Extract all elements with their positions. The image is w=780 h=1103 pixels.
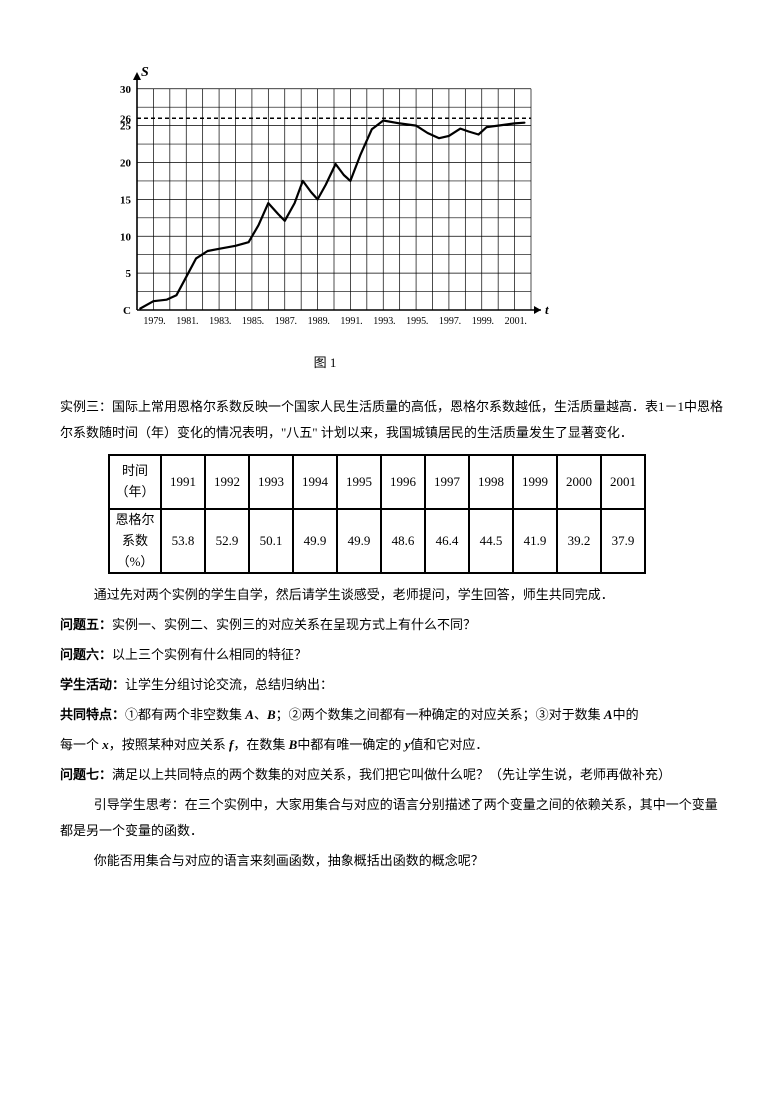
svg-text:C: C — [123, 305, 131, 317]
cl2a: 每一个 — [60, 737, 99, 752]
svg-text:1989: 1989 — [308, 316, 328, 327]
after-table-para: 通过先对两个实例的学生自学，然后请学生谈感受，老师提问，学生回答，师生共同完成． — [60, 582, 725, 608]
common-points-line2: 每一个 x，按照某种对应关系 f，在数集 B中都有唯一确定的 y值和它对应． — [60, 732, 725, 758]
common-p2: ；②两个数集之间都有一种确定的对应关系；③对于数集 — [276, 707, 601, 722]
q7-label: 问题七： — [60, 767, 112, 782]
table-cell: 1992 — [205, 455, 249, 509]
table-cell: 41.9 — [513, 509, 557, 573]
table-cell: 49.9 — [337, 509, 381, 573]
table-cell: 1995 — [337, 455, 381, 509]
table-cell: 53.8 — [161, 509, 205, 573]
table-cell: 2001 — [601, 455, 645, 509]
sep-ab: 、 — [254, 707, 267, 722]
svg-text:15: 15 — [120, 194, 132, 206]
table-cell: 46.4 — [425, 509, 469, 573]
svg-text:1999: 1999 — [472, 316, 492, 327]
var-B: B — [267, 707, 276, 722]
var-A2: A — [604, 707, 613, 722]
chart-svg: C51015202526301979.1981.1983.1985.1987.1… — [95, 60, 555, 340]
common-points-line1: 共同特点：①都有两个非空数集 A、B；②两个数集之间都有一种确定的对应关系；③对… — [60, 702, 725, 728]
svg-text:1991: 1991 — [340, 316, 360, 327]
var-B2: B — [289, 737, 298, 752]
svg-text:.: . — [360, 316, 363, 327]
table-cell: 1991 — [161, 455, 205, 509]
svg-text:.: . — [327, 316, 330, 327]
svg-text:.: . — [196, 316, 199, 327]
table-cell: 1993 — [249, 455, 293, 509]
svg-text:1993: 1993 — [373, 316, 393, 327]
q5-label: 问题五： — [60, 617, 112, 632]
cl2d: 中都有唯一确定的 — [297, 737, 401, 752]
example3-intro: 实例三：国际上常用恩格尔系数反映一个国家人民生活质量的高低，恩格尔系数越低，生活… — [60, 394, 725, 446]
svg-text:.: . — [393, 316, 396, 327]
cl2c: ，在数集 — [233, 737, 285, 752]
activity-text: 让学生分组讨论交流，总结归纳出： — [125, 677, 333, 692]
svg-text:.: . — [492, 316, 495, 327]
table-cell: 2000 — [557, 455, 601, 509]
svg-text:t: t — [545, 302, 549, 317]
table-cell: 49.9 — [293, 509, 337, 573]
svg-text:.: . — [229, 316, 232, 327]
svg-text:1985: 1985 — [242, 316, 262, 327]
svg-text:1983: 1983 — [209, 316, 229, 327]
svg-text:2001: 2001 — [505, 316, 525, 327]
svg-text:S: S — [141, 65, 149, 80]
guide-para: 引导学生思考：在三个实例中，大家用集合与对应的语言分别描述了两个变量之间的依赖关… — [60, 792, 725, 844]
common-p3: 中的 — [613, 707, 639, 722]
svg-text:1995: 1995 — [406, 316, 426, 327]
svg-text:5: 5 — [126, 268, 132, 280]
common-p1: ①都有两个非空数集 — [125, 707, 242, 722]
table-cell: 1997 — [425, 455, 469, 509]
svg-text:1979: 1979 — [143, 316, 163, 327]
table-cell: 44.5 — [469, 509, 513, 573]
chart-caption: 图 1 — [95, 350, 555, 376]
q5-text: 实例一、实例二、实例三的对应关系在呈现方式上有什么不同？ — [112, 617, 476, 632]
question-6: 问题六：以上三个实例有什么相同的特征？ — [60, 642, 725, 668]
table-cell: 52.9 — [205, 509, 249, 573]
table-cell: 1996 — [381, 455, 425, 509]
svg-text:.: . — [426, 316, 429, 327]
svg-text:1997: 1997 — [439, 316, 459, 327]
table-header-engel: 恩格尔系数（%） — [109, 509, 161, 573]
question-5: 问题五：实例一、实例二、实例三的对应关系在呈现方式上有什么不同？ — [60, 612, 725, 638]
svg-text:1981: 1981 — [176, 316, 196, 327]
final-question: 你能否用集合与对应的语言来刻画函数，抽象概括出函数的概念呢？ — [60, 848, 725, 874]
q7-text: 满足以上共同特点的两个数集的对应关系，我们把它叫做什么呢？（先让学生说，老师再做… — [112, 767, 671, 782]
activity-label: 学生活动： — [60, 677, 125, 692]
var-A: A — [245, 707, 254, 722]
svg-text:.: . — [163, 316, 166, 327]
cl2e: 值和它对应． — [410, 737, 488, 752]
cl2b: ，按照某种对应关系 — [109, 737, 226, 752]
table-cell: 39.2 — [557, 509, 601, 573]
table-header-time: 时间（年） — [109, 455, 161, 509]
question-7: 问题七：满足以上共同特点的两个数集的对应关系，我们把它叫做什么呢？（先让学生说，… — [60, 762, 725, 788]
svg-text:.: . — [295, 316, 298, 327]
svg-text:10: 10 — [120, 231, 132, 243]
table-cell: 37.9 — [601, 509, 645, 573]
svg-text:26: 26 — [120, 113, 132, 125]
q6-text: 以上三个实例有什么相同的特征？ — [112, 647, 307, 662]
student-activity: 学生活动：让学生分组讨论交流，总结归纳出： — [60, 672, 725, 698]
table-cell: 1994 — [293, 455, 337, 509]
svg-text:20: 20 — [120, 158, 132, 170]
engel-table: 时间（年）19911992199319941995199619971998199… — [108, 454, 646, 574]
table-cell: 1998 — [469, 455, 513, 509]
q6-label: 问题六： — [60, 647, 112, 662]
svg-text:1987: 1987 — [275, 316, 295, 327]
svg-text:.: . — [262, 316, 265, 327]
table-cell: 1999 — [513, 455, 557, 509]
table-cell: 48.6 — [381, 509, 425, 573]
svg-text:.: . — [524, 316, 527, 327]
chart-figure: C51015202526301979.1981.1983.1985.1987.1… — [95, 60, 725, 340]
svg-text:30: 30 — [120, 84, 132, 96]
common-label: 共同特点： — [60, 707, 125, 722]
svg-text:.: . — [459, 316, 462, 327]
table-cell: 50.1 — [249, 509, 293, 573]
